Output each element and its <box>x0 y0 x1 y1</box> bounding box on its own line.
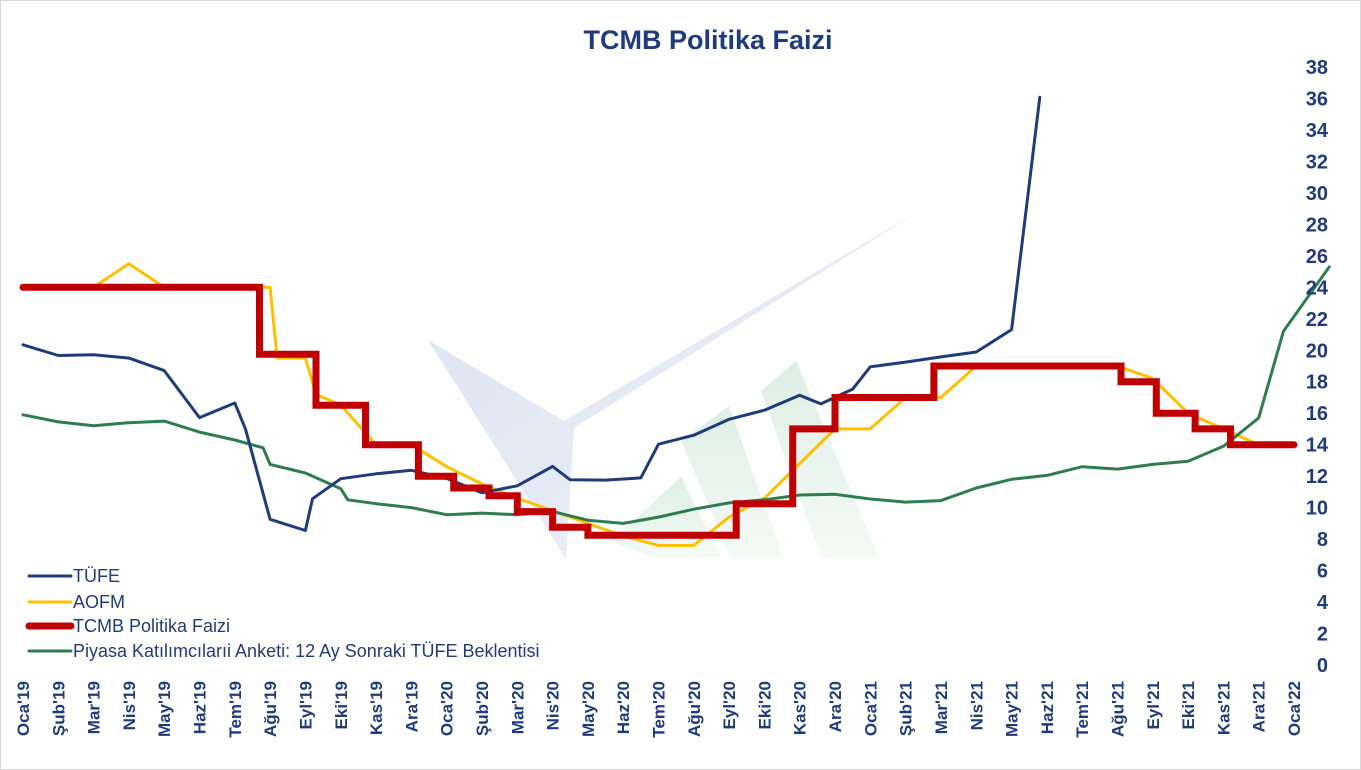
x-tick-label-12: Oca'20 <box>438 681 457 736</box>
x-tick-label-11: Ara'19 <box>402 681 421 732</box>
y-tick-label-4: 8 <box>1317 529 1328 551</box>
y-tick-label-6: 12 <box>1306 466 1328 488</box>
y-tick-label-12: 24 <box>1306 277 1329 299</box>
x-axis: Oca'19 Şub'19 Mar'19 Nis'19 May'19 Haz'19 Tem'… <box>14 681 1304 738</box>
y-tick-label-18: 36 <box>1306 88 1328 110</box>
x-tick-label-25: Şub'21 <box>897 681 916 736</box>
x-tick-label-10: Kas'19 <box>367 681 386 735</box>
y-tick-label-13: 26 <box>1306 246 1328 268</box>
x-tick-label-36: Oca'22 <box>1285 681 1304 736</box>
y-tick-label-2: 4 <box>1317 592 1329 614</box>
y-tick-label-14: 28 <box>1306 214 1328 236</box>
legend-label-0: TÜFE <box>73 566 120 586</box>
x-tick-label-21: Eki'20 <box>755 681 774 729</box>
x-tick-label-13: Şub'20 <box>473 681 492 736</box>
x-tick-label-5: Haz'19 <box>191 681 210 734</box>
y-tick-label-7: 14 <box>1306 435 1329 457</box>
series-line-0 <box>21 95 1042 532</box>
x-tick-label-4: May'19 <box>155 681 174 737</box>
x-tick-label-1: Şub'19 <box>49 681 68 736</box>
x-tick-label-8: Eyl'19 <box>296 681 315 729</box>
x-tick-label-22: Kas'20 <box>791 681 810 735</box>
x-tick-label-15: Nis'20 <box>544 681 563 730</box>
x-tick-label-0: Oca'19 <box>14 681 33 736</box>
x-tick-label-3: Nis'19 <box>120 681 139 730</box>
y-tick-label-10: 20 <box>1306 340 1328 362</box>
x-tick-label-16: May'20 <box>579 681 598 737</box>
x-tick-label-14: Mar'20 <box>508 681 527 734</box>
x-tick-label-26: Mar'21 <box>932 681 951 734</box>
x-tick-label-28: May'21 <box>1003 681 1022 737</box>
y-tick-label-11: 22 <box>1306 309 1328 331</box>
x-tick-label-23: Ara'20 <box>826 681 845 732</box>
x-tick-label-34: Kas'21 <box>1214 681 1233 735</box>
y-tick-label-9: 18 <box>1306 372 1328 394</box>
x-tick-label-7: Ağu'19 <box>261 681 280 737</box>
x-tick-label-18: Tem'20 <box>650 681 669 738</box>
x-tick-label-20: Eyl'20 <box>720 681 739 729</box>
y-tick-label-15: 30 <box>1306 183 1328 205</box>
x-tick-label-33: Eki'21 <box>1179 681 1198 729</box>
legend: TÜFE AOFM TCMB Politika Faizi Piyasa Katılı… <box>25 566 540 661</box>
x-tick-label-29: Haz'21 <box>1038 681 1057 734</box>
x-tick-label-30: Tem'21 <box>1073 681 1092 738</box>
y-tick-label-0: 0 <box>1317 655 1328 677</box>
series-layer <box>19 95 1331 547</box>
watermark-logo <box>428 211 919 559</box>
y-tick-label-19: 38 <box>1306 57 1328 79</box>
y-tick-label-3: 6 <box>1317 561 1328 583</box>
x-tick-label-32: Eyl'21 <box>1144 681 1163 729</box>
series-line-2 <box>19 283 1298 539</box>
y-tick-label-8: 16 <box>1306 403 1328 425</box>
legend-label-1: AOFM <box>73 592 125 612</box>
x-tick-label-17: Haz'20 <box>614 681 633 734</box>
chart-title: TCMB Politika Faizi <box>583 25 832 55</box>
legend-label-3: Piyasa Katılımcılarıi Anketi: 12 Ay Sonr… <box>73 641 540 661</box>
x-tick-label-19: Ağu'20 <box>685 681 704 737</box>
x-tick-label-31: Ağu'21 <box>1108 681 1127 737</box>
y-tick-label-1: 2 <box>1317 624 1328 646</box>
y-tick-label-5: 10 <box>1306 498 1328 520</box>
x-tick-label-27: Nis'21 <box>967 681 986 730</box>
x-tick-label-35: Ara'21 <box>1250 681 1269 732</box>
x-tick-label-6: Tem'19 <box>226 681 245 738</box>
x-tick-label-2: Mar'19 <box>85 681 104 734</box>
y-tick-label-16: 32 <box>1306 151 1328 173</box>
x-tick-label-24: Oca'21 <box>861 681 880 736</box>
x-tick-label-9: Eki'19 <box>332 681 351 729</box>
legend-label-2: TCMB Politika Faizi <box>73 616 230 636</box>
y-tick-label-17: 34 <box>1306 120 1329 142</box>
